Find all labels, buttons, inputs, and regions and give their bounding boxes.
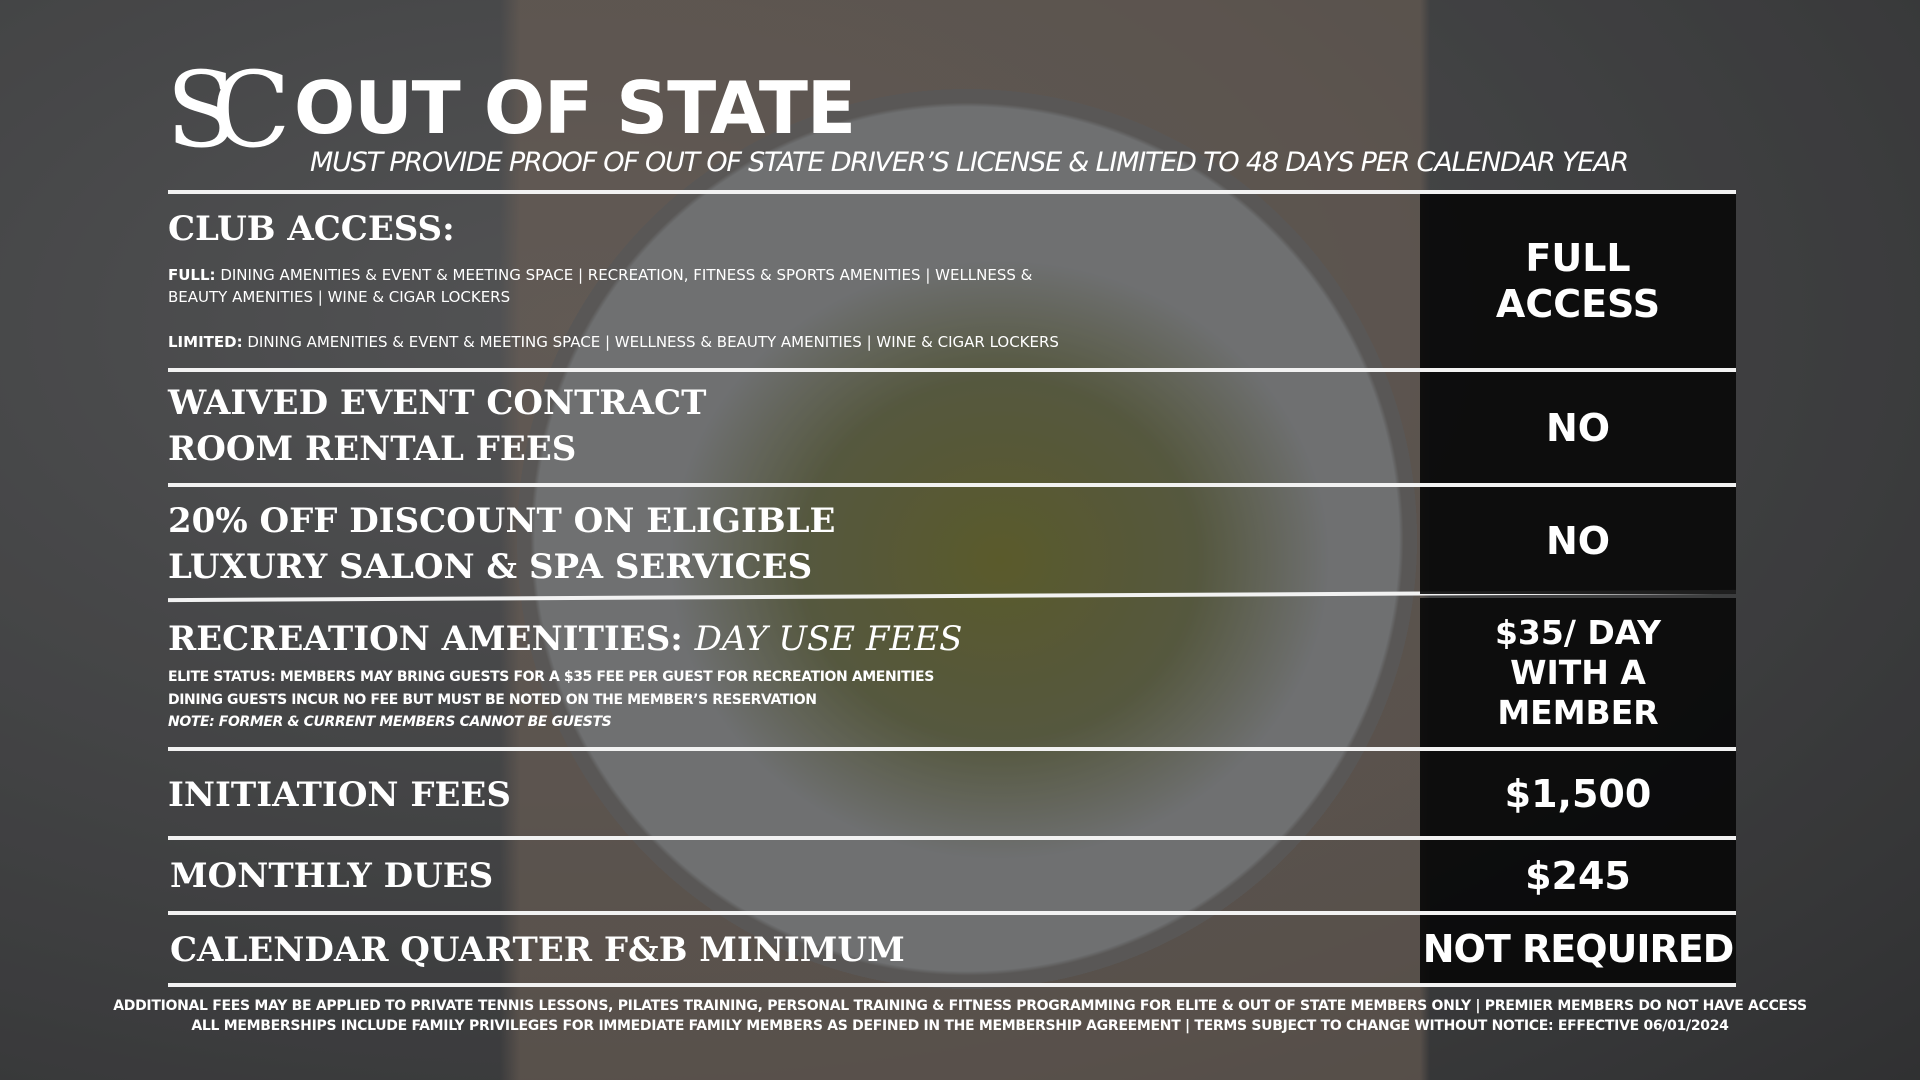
value-text: NO xyxy=(1545,405,1611,450)
row-value: $35/ DAY WITH A MEMBER xyxy=(1420,598,1736,747)
value-text: $245 xyxy=(1525,853,1631,898)
row-value: NO xyxy=(1420,372,1736,483)
row-value: NO xyxy=(1420,487,1736,594)
row-value: $1,500 xyxy=(1420,751,1736,836)
detail-text: DINING AMENITIES & EVENT & MEETING SPACE… xyxy=(247,333,1059,351)
detail-lead: LIMITED: xyxy=(168,333,243,351)
row-value: $245 xyxy=(1420,840,1736,911)
label-text: RECREATION AMENITIES: xyxy=(168,619,683,659)
row-label: WAIVED EVENT CONTRACT ROOM RENTAL FEES xyxy=(168,383,707,469)
value-text: $1,500 xyxy=(1504,771,1652,816)
row-label: MONTHLY DUES xyxy=(170,856,494,896)
divider xyxy=(168,368,1736,372)
value-text: NO xyxy=(1545,518,1611,563)
row-label: 20% OFF DISCOUNT ON ELIGIBLE LUXURY SALO… xyxy=(168,501,836,587)
divider xyxy=(168,747,1736,751)
logo: SC xyxy=(166,49,291,171)
row-label: CALENDAR QUARTER F&B MINIMUM xyxy=(170,930,905,970)
divider xyxy=(168,483,1736,487)
row-note: DINING GUESTS INCUR NO FEE BUT MUST BE N… xyxy=(168,692,817,708)
row-value: NOT REQUIRED xyxy=(1420,915,1736,983)
row-note: ELITE STATUS: MEMBERS MAY BRING GUESTS F… xyxy=(168,669,934,685)
value-text: FULL ACCESS xyxy=(1495,236,1661,326)
row-value: FULL ACCESS xyxy=(1420,194,1736,368)
value-text: NOT REQUIRED xyxy=(1422,927,1735,971)
divider xyxy=(168,983,1736,987)
row-label: CLUB ACCESS: xyxy=(168,209,455,249)
label-italic: DAY USE FEES xyxy=(694,619,963,659)
subtitle: MUST PROVIDE PROOF OF OUT OF STATE DRIVE… xyxy=(310,147,1629,178)
row-detail: LIMITED: DINING AMENITIES & EVENT & MEET… xyxy=(168,331,1088,353)
detail-text: DINING AMENITIES & EVENT & MEETING SPACE… xyxy=(168,266,1033,306)
divider xyxy=(168,190,1736,194)
row-detail: FULL: DINING AMENITIES & EVENT & MEETING… xyxy=(168,264,1088,308)
divider xyxy=(168,911,1736,915)
footer-line: ALL MEMBERSHIPS INCLUDE FAMILY PRIVILEGE… xyxy=(191,1018,1729,1034)
row-note: NOTE: FORMER & CURRENT MEMBERS CANNOT BE… xyxy=(168,714,612,730)
row-label: RECREATION AMENITIES: DAY USE FEES xyxy=(168,616,962,662)
title: OUT OF STATE xyxy=(294,66,856,150)
row-label: INITIATION FEES xyxy=(168,775,511,815)
detail-lead: FULL: xyxy=(168,266,216,284)
divider xyxy=(168,836,1736,840)
value-text: $35/ DAY WITH A MEMBER xyxy=(1494,612,1662,732)
footer-line: ADDITIONAL FEES MAY BE APPLIED TO PRIVAT… xyxy=(113,998,1807,1014)
